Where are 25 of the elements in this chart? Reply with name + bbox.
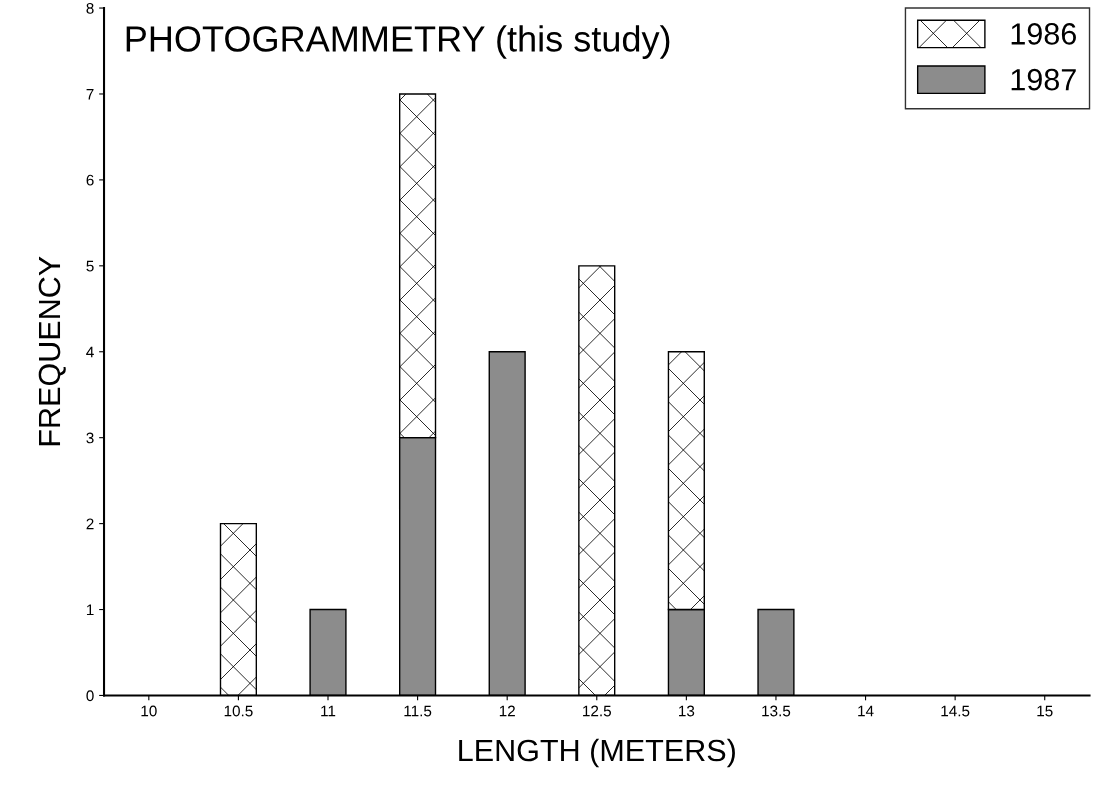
x-tick-label: 11 [321, 705, 336, 717]
x-tick-label: 10 [141, 705, 157, 717]
y-tick-label: 2 [86, 518, 94, 530]
x-tick-label: 14.5 [941, 705, 970, 717]
x-tick-label: 10.5 [224, 705, 253, 717]
y-tick-label: 5 [86, 260, 94, 272]
x-tick-label: 12.5 [583, 705, 611, 717]
y-tick-label: 0 [86, 690, 94, 702]
chart-title: PHOTOGRAMMETRY (this study) [126, 25, 670, 59]
legend-label: 1986 [1011, 23, 1076, 45]
y-tick-label: 8 [86, 2, 94, 14]
x-tick-label: 11.5 [404, 705, 432, 717]
y-tick-label: 6 [86, 174, 94, 186]
y-tick-label: 4 [86, 346, 94, 358]
y-tick-label: 1 [86, 604, 94, 616]
x-tick-label: 12 [499, 705, 515, 717]
x-tick-label: 14 [858, 705, 874, 717]
y-axis-title: FREQUENCY [38, 256, 66, 446]
x-axis-title: LENGTH (METERS) [459, 738, 735, 768]
legend-label: 1987 [1011, 68, 1076, 91]
x-tick-label: 15 [1037, 705, 1053, 717]
x-tick-label: 13.5 [762, 705, 791, 717]
x-tick-label: 13 [679, 705, 695, 717]
y-tick-label: 7 [86, 88, 94, 100]
y-tick-label: 3 [86, 432, 94, 444]
